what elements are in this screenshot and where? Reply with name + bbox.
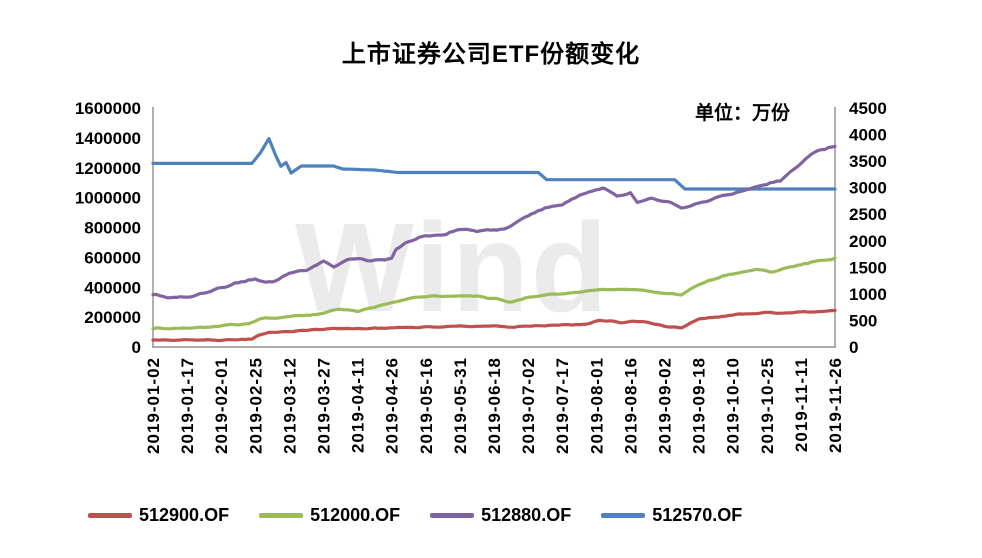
right-axis-tick-label: 3000 <box>849 179 887 198</box>
series-line-512900-of <box>151 308 837 343</box>
x-axis-tick-label: 2019-04-11 <box>349 357 368 453</box>
left-axis-tick-label: 600000 <box>84 248 141 267</box>
series-line-512880-of <box>151 144 837 300</box>
legend-swatch <box>88 513 132 518</box>
left-axis-tick-label: 1000000 <box>75 189 141 208</box>
x-axis-tick-label: 2019-08-01 <box>587 357 606 454</box>
x-axis-tick-label: 2019-03-12 <box>280 357 299 454</box>
legend-swatch <box>259 513 304 518</box>
x-axis-tick-label: 2019-09-18 <box>690 357 709 454</box>
left-axis-tick-label: 1400000 <box>75 129 141 148</box>
x-axis-tick-label: 2019-05-16 <box>417 357 436 454</box>
legend-swatch <box>601 513 646 518</box>
right-axis-tick-label: 2000 <box>849 232 887 251</box>
chart-legend: 512900.OF 512000.OF 512880.OF 512570.OF <box>88 505 742 526</box>
legend-swatch <box>430 513 475 518</box>
x-axis-tick-label: 2019-02-25 <box>246 357 265 454</box>
x-axis-tick-label: 2019-08-16 <box>621 357 640 454</box>
right-axis-tick-label: 1000 <box>849 285 887 304</box>
series-line-512000-of <box>151 256 837 331</box>
x-axis-tick-label: 2019-01-02 <box>144 357 163 454</box>
legend-label: 512000.OF <box>310 505 401 525</box>
left-axis-tick-label: 400000 <box>84 278 141 297</box>
right-axis-tick-label: 2500 <box>849 205 887 224</box>
x-axis-tick-label: 2019-01-17 <box>178 357 197 454</box>
x-axis-tick-label: 2019-07-02 <box>519 357 538 454</box>
legend-label: 512570.OF <box>652 505 743 525</box>
left-axis-tick-label: 1600000 <box>75 99 141 118</box>
series-line-512570-of <box>151 137 837 191</box>
legend-item-512000-of: 512000.OF <box>259 505 400 526</box>
legend-item-512900-of: 512900.OF <box>88 505 229 526</box>
x-axis-tick-label: 2019-05-31 <box>451 357 470 454</box>
right-axis-tick-label: 4000 <box>849 126 887 145</box>
x-axis-tick-label: 2019-04-26 <box>383 357 402 454</box>
x-axis-tick-label: 2019-07-17 <box>553 357 572 454</box>
x-axis-tick-label: 2019-09-02 <box>656 357 675 454</box>
x-axis-tick-label: 2019-06-18 <box>485 357 504 454</box>
unit-label: 单位：万份 <box>694 103 790 124</box>
x-axis-tick-label: 2019-10-10 <box>724 357 743 454</box>
left-axis-tick-label: 0 <box>132 338 141 357</box>
x-axis-tick-label: 2019-10-25 <box>758 357 777 454</box>
right-axis-tick-label: 1500 <box>849 258 887 277</box>
right-axis-tick-label: 4500 <box>849 99 887 118</box>
right-axis-tick-label: 3500 <box>849 152 887 171</box>
legend-item-512880-of: 512880.OF <box>430 505 571 526</box>
left-axis-tick-label: 800000 <box>84 219 141 238</box>
left-axis-tick-label: 1200000 <box>75 159 141 178</box>
chart-title: 上市证券公司ETF份额变化 <box>341 41 641 68</box>
right-axis-tick-label: 500 <box>849 311 877 330</box>
legend-item-512570-of: 512570.OF <box>601 505 742 526</box>
left-axis-tick-label: 200000 <box>84 308 141 327</box>
x-axis-tick-label: 2019-02-01 <box>212 357 231 454</box>
x-axis-tick-label: 2019-11-26 <box>826 357 845 453</box>
legend-label: 512900.OF <box>139 505 230 525</box>
right-axis-tick-label: 0 <box>849 338 858 357</box>
legend-label: 512880.OF <box>481 505 572 525</box>
x-axis-tick-label: 2019-03-27 <box>315 357 334 454</box>
x-axis-tick-label: 2019-11-11 <box>792 357 811 452</box>
